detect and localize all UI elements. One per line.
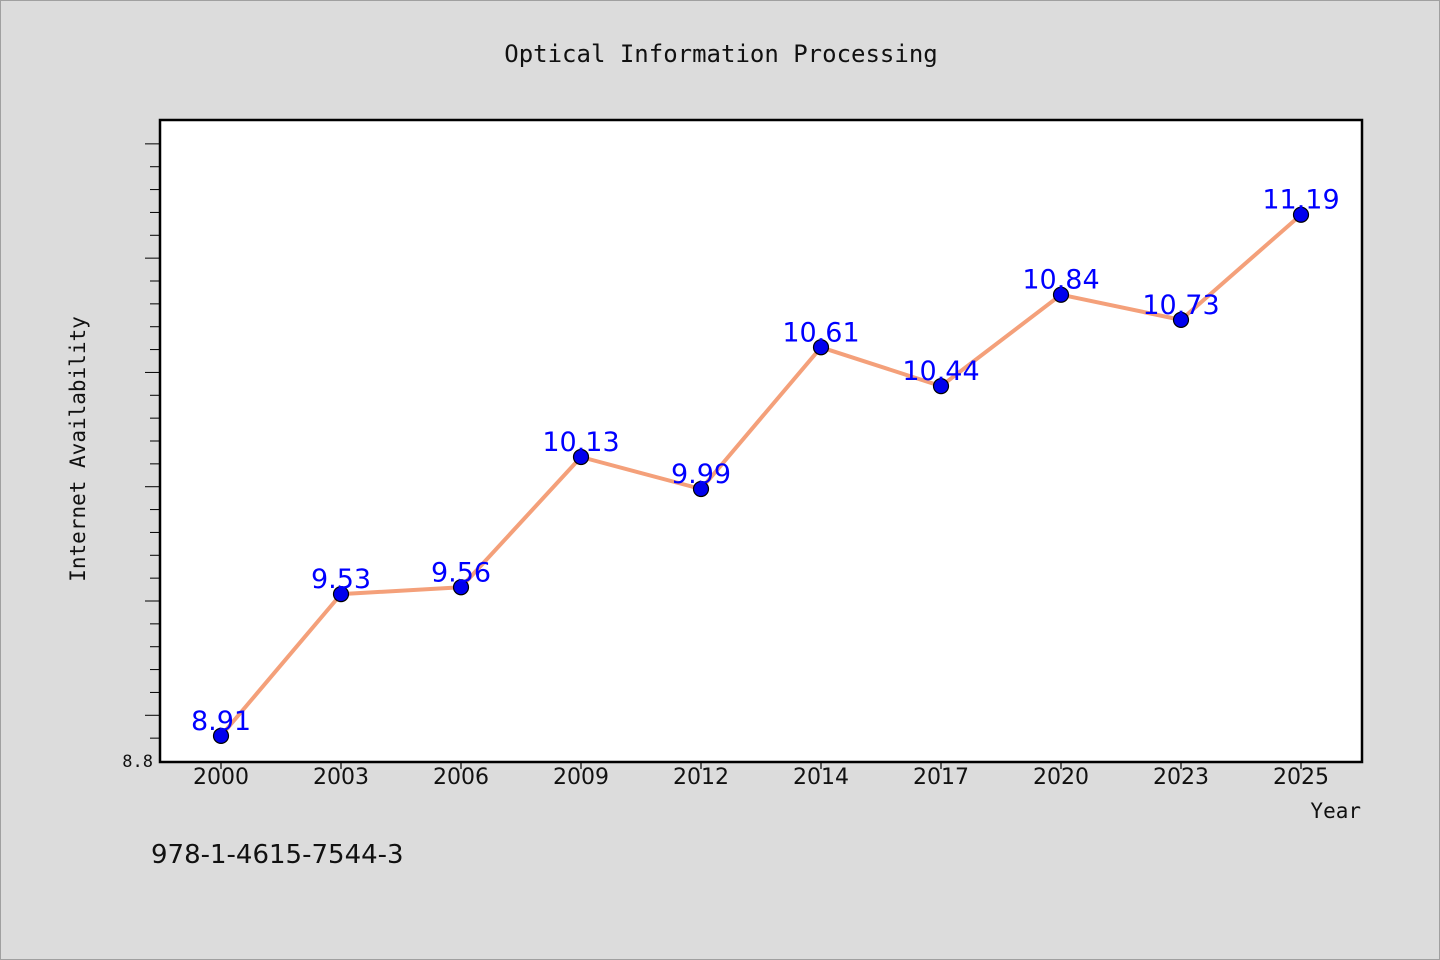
x-tick-label: 2017	[913, 765, 969, 790]
x-tick-label: 2006	[433, 765, 489, 790]
data-label: 9.56	[431, 557, 491, 588]
x-tick-label: 2025	[1273, 765, 1329, 790]
data-series: 8.91 9.53 9.56 10.13 9.99 10.61 10.44 10.84 10.7…	[191, 185, 1340, 744]
x-tick-label: 2012	[673, 765, 729, 790]
data-label: 9.99	[671, 459, 731, 490]
data-point	[452, 579, 470, 596]
x-axis-label: Year	[1310, 799, 1361, 823]
data-point	[1292, 206, 1310, 223]
data-label: 10.73	[1142, 290, 1219, 321]
series-line	[219, 213, 1303, 738]
plot-area	[158, 118, 1364, 764]
x-tick-label: 2009	[553, 765, 609, 790]
y-axis-label: Internet Availability	[66, 316, 90, 582]
data-label: 10.61	[782, 317, 859, 348]
x-axis-ticks: 2000 2003 2006 2009 2012 2014 2017 2020 2023 2025	[193, 761, 1329, 790]
data-point	[932, 378, 950, 395]
data-label: 10.44	[902, 356, 979, 387]
data-label: 11.19	[1262, 185, 1339, 216]
y-tick-label: 8.8	[122, 752, 153, 772]
y-axis-ticks: 8.8	[122, 143, 161, 772]
x-tick-label: 2000	[193, 765, 249, 790]
x-tick-label: 2020	[1033, 765, 1089, 790]
data-point	[212, 727, 230, 744]
data-point	[1172, 311, 1190, 328]
data-point	[572, 448, 590, 466]
chart-title: Optical Information Processing	[504, 40, 937, 68]
x-tick-label: 2014	[793, 765, 849, 790]
x-tick-label: 2023	[1153, 765, 1209, 790]
data-point	[332, 586, 350, 603]
data-label: 8.91	[191, 706, 251, 737]
data-point	[692, 480, 710, 498]
data-point	[812, 339, 830, 356]
data-label: 10.13	[542, 427, 619, 458]
footnote-isbn: 978-1-4615-7544-3	[151, 840, 404, 870]
data-point	[1052, 286, 1070, 303]
data-label: 10.84	[1022, 265, 1099, 296]
data-label: 9.53	[311, 564, 371, 595]
x-tick-label: 2003	[313, 765, 369, 790]
